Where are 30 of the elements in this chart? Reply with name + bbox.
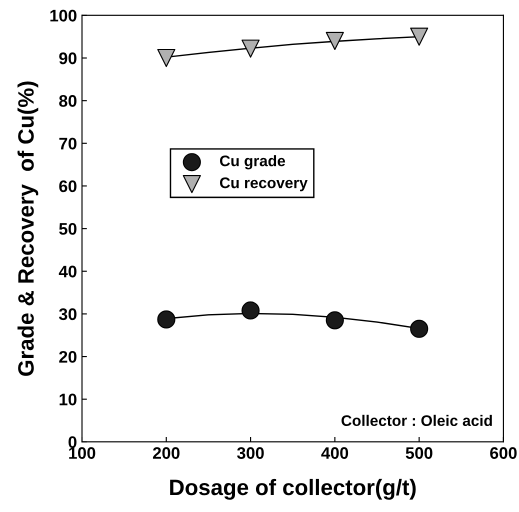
point: [326, 311, 344, 330]
x-tick-label: 500: [406, 447, 432, 459]
x-tick-label: 200: [152, 447, 180, 459]
point: [410, 28, 428, 46]
point: [242, 40, 260, 58]
point: [410, 320, 428, 338]
y-tick-label: 10: [60, 394, 76, 406]
y-tick-label: 30: [58, 308, 76, 320]
y-tick-label: 40: [58, 266, 76, 278]
point: [326, 32, 344, 50]
annotation: Collector : Oleic acid: [342, 414, 492, 426]
y-tick-label: 20: [59, 350, 76, 363]
y-tick-label: 0: [68, 436, 76, 448]
point: [242, 301, 260, 320]
point: [157, 48, 176, 68]
y-tick-label: 90: [59, 52, 76, 64]
legend-label: Cu grade: [220, 155, 286, 170]
legend-label: Cu recovery: [220, 177, 308, 192]
x-tick-label: 400: [321, 447, 348, 459]
y-tick-label: 100: [50, 10, 76, 22]
y-tick-label: 70: [59, 138, 76, 150]
x-tick-label: 600: [490, 447, 517, 459]
y-tick-label: 50: [59, 223, 76, 235]
x-tick-label: 100: [69, 447, 96, 459]
x-tick-label: 300: [237, 447, 264, 459]
y-axis-title: Grade & Recovery of Cu(%): [18, 82, 38, 376]
y-tick-label: 60: [59, 180, 76, 192]
x-axis-title: Dosage of collector(g/t): [170, 478, 416, 500]
y-tick-label: 80: [59, 95, 76, 107]
point: [157, 310, 176, 329]
